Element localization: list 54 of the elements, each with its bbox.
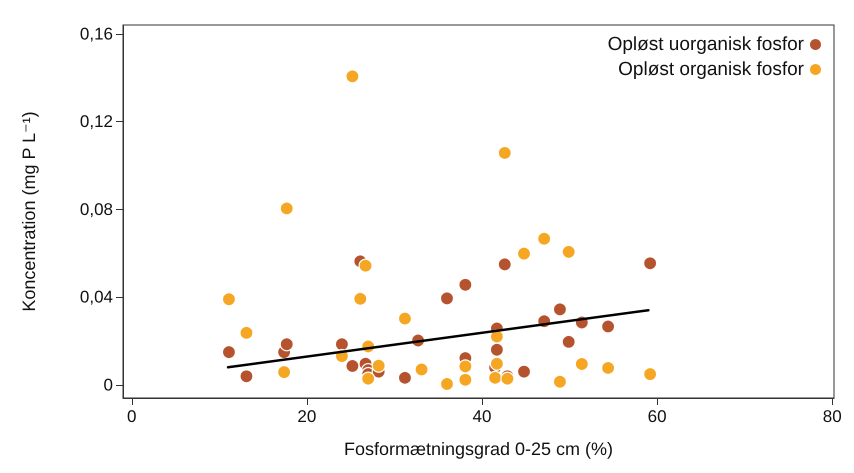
point (334, 337, 350, 352)
y-tick-label: 0,16 (80, 24, 113, 44)
y-axis-title: Koncentration (mg P L⁻¹) (19, 111, 39, 312)
point (414, 362, 429, 377)
point (500, 372, 514, 386)
legend-label: Opløst uorganisk fosfor (608, 34, 805, 55)
point (490, 356, 504, 371)
point (458, 359, 472, 374)
point (361, 372, 376, 386)
point (222, 292, 236, 306)
x-tick-label: 0 (127, 407, 136, 426)
point (516, 246, 532, 261)
point (490, 342, 504, 357)
y-tick-label: 0,04 (80, 288, 113, 307)
point (552, 302, 568, 316)
y-tick-label: 0 (104, 375, 113, 394)
point (222, 345, 236, 360)
point (358, 258, 373, 273)
point (643, 256, 658, 270)
point (440, 376, 454, 392)
point (601, 319, 616, 334)
point (398, 311, 412, 326)
x-tick-label: 80 (822, 407, 842, 426)
point (345, 358, 360, 374)
x-tick-label: 60 (648, 407, 667, 426)
point (345, 69, 360, 84)
point (643, 366, 658, 382)
x-tick-label: 20 (297, 407, 316, 426)
point (498, 257, 512, 272)
point (398, 370, 412, 385)
point (562, 334, 576, 349)
point (562, 244, 576, 259)
point (440, 291, 454, 306)
y-tick-label: 0,12 (80, 112, 113, 132)
point (516, 364, 532, 379)
point (372, 358, 386, 373)
point (601, 360, 616, 376)
point (239, 369, 254, 384)
point (353, 292, 368, 306)
point (277, 365, 292, 380)
legend-label: Opløst organisk fosfor (618, 59, 805, 80)
point (552, 374, 568, 389)
y-tick-label: 0,08 (80, 200, 113, 219)
x-tick-label: 40 (472, 407, 492, 426)
point (574, 356, 589, 372)
point (537, 232, 552, 246)
point (239, 326, 254, 340)
point (458, 278, 472, 292)
x-axis-title: Fosformætningsgrad 0-25 cm (%) (344, 439, 614, 459)
point (498, 146, 512, 160)
point (280, 337, 294, 352)
point (458, 372, 472, 387)
point (488, 370, 502, 385)
point (280, 201, 294, 216)
